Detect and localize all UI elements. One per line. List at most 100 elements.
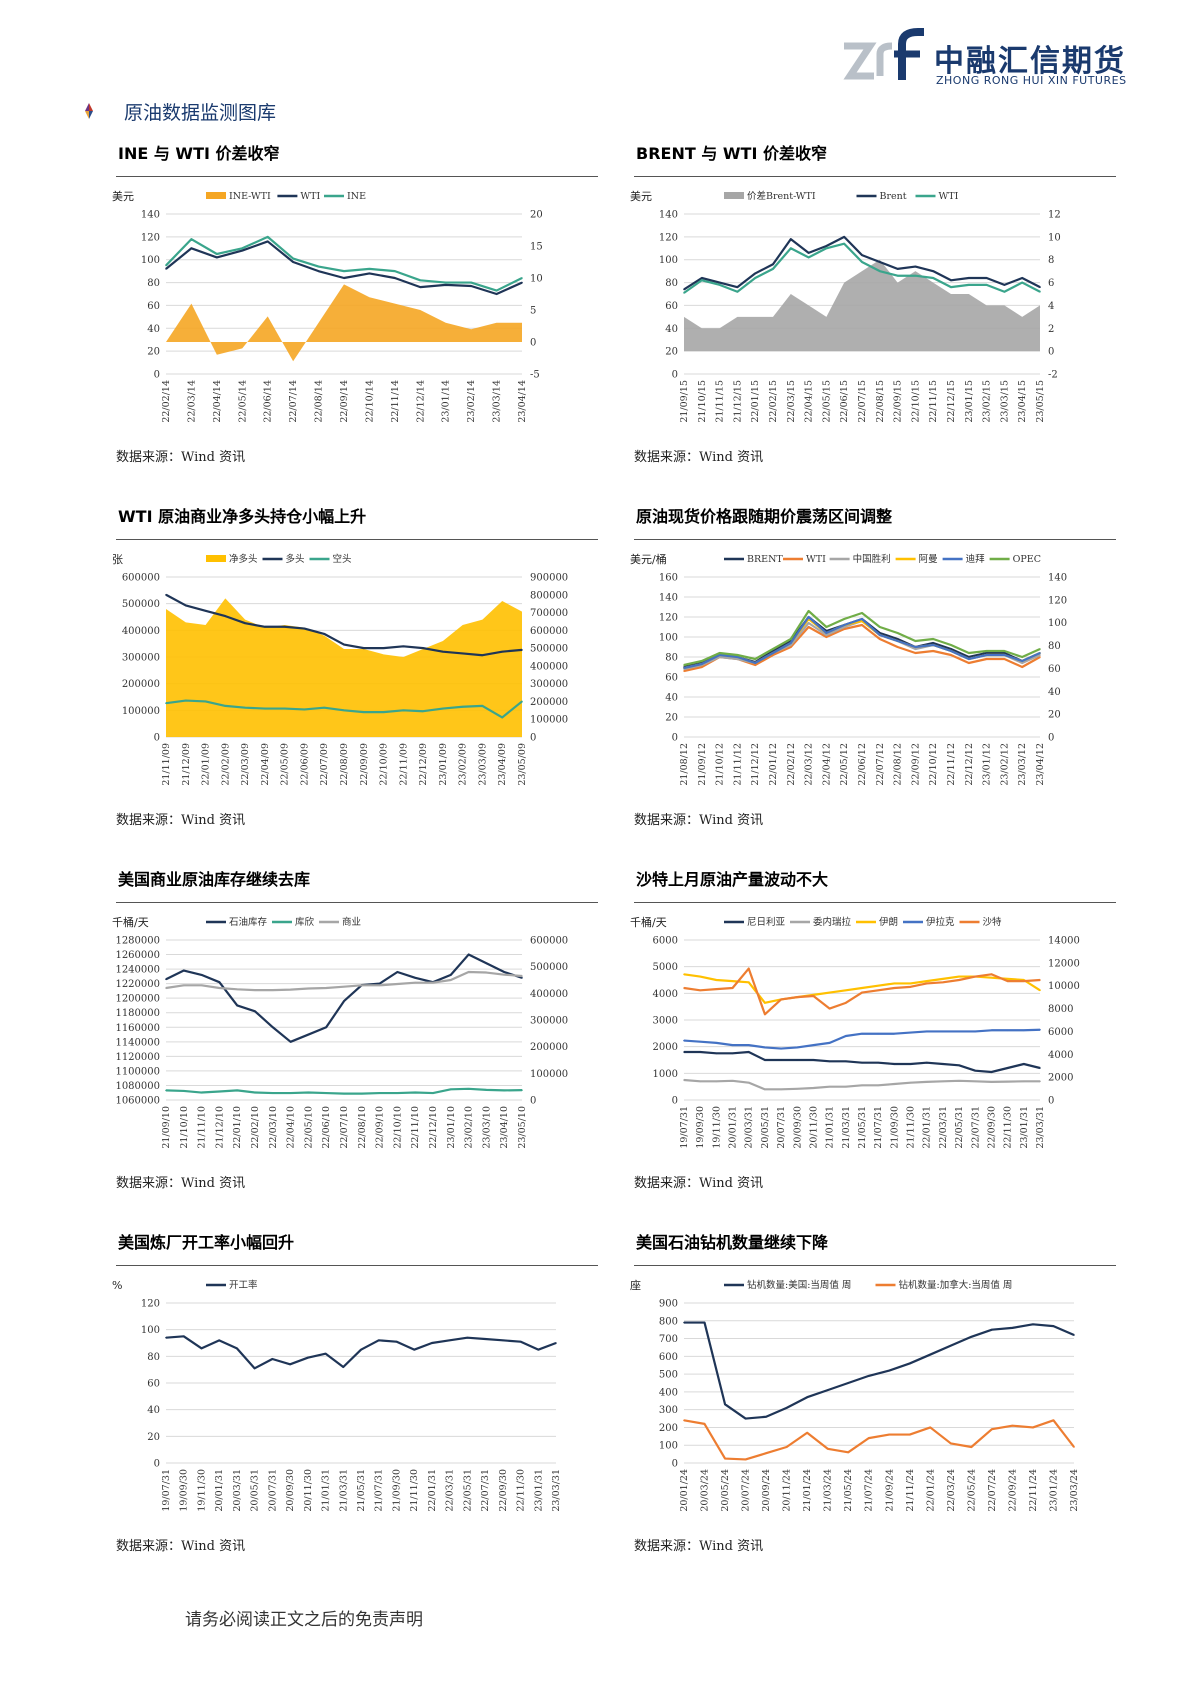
data-point bbox=[812, 1044, 815, 1046]
data-point bbox=[731, 980, 734, 982]
legend-item: INE-WTI bbox=[206, 191, 271, 202]
data-point bbox=[968, 656, 970, 658]
data-point bbox=[990, 1071, 993, 1073]
data-point bbox=[1006, 980, 1009, 982]
data-point bbox=[715, 1052, 718, 1055]
data-point bbox=[724, 1457, 726, 1460]
data-point bbox=[843, 618, 845, 620]
data-point bbox=[764, 1059, 766, 1061]
data-point bbox=[701, 666, 703, 668]
data-point bbox=[323, 633, 326, 635]
svg-text:尼日利亚: 尼日利亚 bbox=[747, 916, 786, 928]
data-point bbox=[764, 1046, 766, 1049]
svg-text:净多头: 净多头 bbox=[229, 553, 258, 565]
data-point bbox=[914, 274, 917, 277]
data-point bbox=[715, 1080, 718, 1083]
data-point bbox=[683, 987, 685, 989]
data-point bbox=[780, 1088, 782, 1091]
data-point bbox=[1039, 989, 1041, 992]
y2-tick-label: 4000 bbox=[1048, 1050, 1073, 1061]
y2-tick-label: 400000 bbox=[530, 661, 568, 672]
x-tick-label: 21/01/31 bbox=[825, 1106, 836, 1149]
data-point bbox=[772, 652, 774, 654]
data-point bbox=[861, 612, 863, 614]
x-tick-label: 22/05/12 bbox=[839, 743, 850, 786]
x-tick-label: 21/12/12 bbox=[750, 743, 761, 786]
data-point bbox=[378, 984, 381, 987]
data-point bbox=[790, 644, 792, 646]
data-point bbox=[1021, 660, 1023, 662]
data-point bbox=[893, 1032, 896, 1035]
data-point bbox=[467, 971, 470, 973]
data-point bbox=[950, 650, 952, 652]
data-point bbox=[828, 1042, 831, 1044]
data-point bbox=[283, 625, 286, 628]
legend-item: INE bbox=[324, 191, 366, 202]
x-tick-label: 22/04/09 bbox=[260, 743, 271, 786]
x-tick-label: 23/02/09 bbox=[458, 743, 469, 786]
legend-item: 钻机数量:加拿大:当周值 周 bbox=[875, 1279, 1012, 1291]
x-tick-label: 22/12/10 bbox=[428, 1106, 439, 1149]
y2-tick-label: 200000 bbox=[530, 697, 568, 708]
data-point bbox=[683, 670, 685, 672]
data-point bbox=[481, 654, 484, 657]
data-point bbox=[744, 1458, 747, 1461]
data-point bbox=[1006, 1067, 1009, 1069]
data-point bbox=[925, 1081, 928, 1083]
data-point bbox=[932, 277, 934, 279]
x-tick-label: 22/09/10 bbox=[375, 1106, 386, 1149]
data-point bbox=[754, 662, 756, 664]
data-point bbox=[1039, 286, 1041, 288]
data-point bbox=[413, 1348, 415, 1351]
y2-tick-label: 6000 bbox=[1048, 1027, 1073, 1038]
x-tick-label: 22/01/10 bbox=[232, 1106, 243, 1149]
data-point bbox=[701, 279, 703, 282]
x-tick-label: 22/03/14 bbox=[186, 380, 197, 423]
data-point bbox=[764, 1013, 766, 1016]
x-tick-label: 21/09/12 bbox=[697, 743, 708, 786]
data-point bbox=[402, 709, 405, 712]
y2-tick-label: 200000 bbox=[530, 1042, 568, 1053]
series-line bbox=[684, 1321, 1075, 1420]
series-line bbox=[683, 967, 1041, 1016]
data-point bbox=[264, 625, 266, 628]
data-point bbox=[343, 643, 345, 646]
data-point bbox=[950, 654, 952, 656]
data-point bbox=[466, 1336, 469, 1339]
y-tick-label: 20 bbox=[665, 347, 678, 358]
data-point bbox=[847, 1382, 850, 1384]
data-point bbox=[772, 650, 774, 652]
x-tick-label: 22/11/09 bbox=[398, 743, 409, 786]
data-point bbox=[877, 1061, 879, 1064]
data-point bbox=[396, 1092, 399, 1094]
legend-item: 钻机数量:美国:当周值 周 bbox=[724, 1279, 851, 1291]
x-tick-label: 23/01/09 bbox=[438, 743, 449, 786]
y-tick-label: 1200000 bbox=[115, 994, 160, 1005]
data-point bbox=[772, 654, 774, 656]
data-point bbox=[754, 277, 756, 279]
legend-item: 商业 bbox=[319, 916, 361, 928]
x-tick-label: 21/12/09 bbox=[181, 743, 192, 786]
y-tick-label: 500 bbox=[659, 1370, 678, 1381]
data-point bbox=[216, 253, 218, 255]
x-tick-label: 22/01/09 bbox=[201, 743, 212, 786]
data-point bbox=[985, 652, 988, 654]
x-tick-label: 21/10/12 bbox=[715, 743, 726, 786]
legend-item: 沙特 bbox=[959, 916, 1002, 928]
x-tick-label: 21/09/30 bbox=[391, 1469, 402, 1512]
data-point bbox=[990, 1081, 993, 1083]
data-point bbox=[764, 1088, 766, 1091]
legend-item: 石油库存 bbox=[206, 916, 268, 928]
y2-tick-label: 300000 bbox=[530, 1016, 568, 1027]
data-point bbox=[254, 1091, 256, 1094]
data-point bbox=[461, 705, 464, 708]
y2-tick-label: 500000 bbox=[530, 962, 568, 973]
x-tick-label: 21/03/31 bbox=[338, 1469, 349, 1512]
data-point bbox=[718, 656, 721, 658]
data-point bbox=[970, 1335, 973, 1338]
x-tick-label: 20/05/24 bbox=[720, 1469, 731, 1512]
x-tick-label: 20/11/30 bbox=[303, 1469, 314, 1512]
data-point bbox=[683, 973, 685, 976]
data-point bbox=[264, 707, 266, 710]
y2-tick-label: 140 bbox=[1048, 573, 1067, 584]
